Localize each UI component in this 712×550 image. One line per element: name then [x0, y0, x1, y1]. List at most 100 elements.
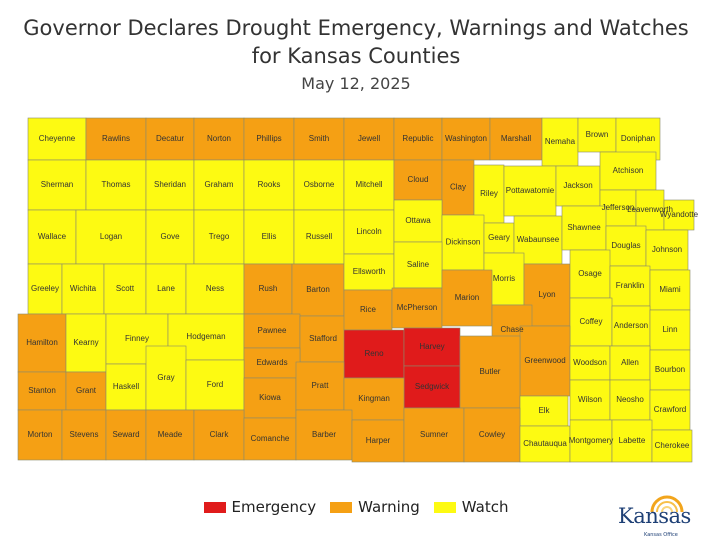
county-douglas — [605, 225, 647, 267]
county-dickinson — [441, 214, 485, 271]
county-label-nemaha: Nemaha — [545, 137, 576, 146]
county-label-stanton: Stanton — [28, 386, 56, 395]
county-marion — [441, 269, 493, 327]
county-label-wichita: Wichita — [70, 284, 97, 293]
county-label-brown: Brown — [586, 130, 609, 139]
county-label-harvey: Harvey — [419, 342, 444, 351]
kansas-logo: Kansas Kansas Office — [618, 494, 698, 540]
county-label-harper: Harper — [366, 436, 391, 445]
county-label-logan: Logan — [100, 232, 122, 241]
county-label-cloud: Cloud — [408, 175, 429, 184]
county-decatur — [145, 117, 195, 161]
county-label-wallace: Wallace — [38, 232, 67, 241]
legend-item-watch: Watch — [433, 498, 509, 516]
county-trego — [193, 209, 245, 265]
county-label-sheridan: Sheridan — [154, 180, 186, 189]
county-marshall — [489, 117, 543, 161]
county-label-kiowa: Kiowa — [259, 393, 281, 402]
logo-subtitle: Kansas Office — [644, 532, 678, 538]
county-logan — [75, 209, 147, 265]
county-label-ellis: Ellis — [262, 232, 277, 241]
county-label-doniphan: Doniphan — [621, 134, 655, 143]
county-label-sherman: Sherman — [41, 180, 73, 189]
county-label-lincoln: Lincoln — [356, 227, 381, 236]
county-label-morris: Morris — [493, 274, 515, 283]
county-norton — [193, 117, 245, 161]
county-comanche — [243, 417, 297, 461]
county-label-greeley: Greeley — [31, 284, 59, 293]
county-osborne — [293, 159, 345, 211]
county-label-rice: Rice — [360, 305, 377, 314]
county-johnson — [645, 229, 689, 271]
county-label-franklin: Franklin — [616, 281, 644, 290]
county-harper — [351, 419, 405, 463]
county-wyandotte — [663, 199, 695, 231]
county-label-woodson: Woodson — [573, 358, 607, 367]
county-miami — [649, 269, 691, 311]
county-label-chautauqua: Chautauqua — [523, 439, 567, 448]
legend-label-watch: Watch — [461, 498, 509, 516]
county-label-greenwood: Greenwood — [524, 356, 565, 365]
county-label-russell: Russell — [306, 232, 332, 241]
county-cloud — [393, 159, 443, 201]
county-label-osborne: Osborne — [304, 180, 335, 189]
county-bourbon — [649, 349, 691, 391]
legend-swatch-emergency — [203, 501, 226, 513]
county-label-barber: Barber — [312, 430, 336, 439]
county-label-morton: Morton — [28, 430, 53, 439]
county-wallace — [27, 209, 77, 265]
county-label-decatur: Decatur — [156, 134, 184, 143]
county-label-riley: Riley — [480, 189, 498, 198]
map-title-line1: Governor Declares Drought Emergency, War… — [23, 16, 689, 40]
county-scott — [103, 263, 147, 315]
county-label-reno: Reno — [364, 349, 384, 358]
county-label-seward: Seward — [112, 430, 139, 439]
county-label-ottawa: Ottawa — [405, 216, 431, 225]
county-label-rush: Rush — [259, 284, 278, 293]
county-jackson — [555, 165, 601, 207]
county-label-butler: Butler — [480, 367, 501, 376]
county-leavenworth — [635, 189, 665, 231]
county-label-rawlins: Rawlins — [102, 134, 130, 143]
county-elk — [519, 395, 569, 427]
county-label-montgomery: Montgomery — [569, 436, 613, 445]
county-wichita — [61, 263, 105, 315]
county-label-miami: Miami — [659, 285, 681, 294]
county-label-bourbon: Bourbon — [655, 365, 685, 374]
county-atchison — [599, 151, 657, 191]
county-lincoln — [343, 209, 395, 255]
county-label-washington: Washington — [445, 134, 487, 143]
county-edwards — [243, 347, 301, 379]
county-label-scott: Scott — [116, 284, 135, 293]
county-label-edwards: Edwards — [256, 358, 287, 367]
county-label-grant: Grant — [76, 386, 97, 395]
county-sedgwick — [403, 365, 461, 409]
county-rawlins — [85, 117, 147, 161]
county-cherokee — [651, 429, 693, 463]
legend-label-emergency: Emergency — [231, 498, 317, 516]
county-label-marion: Marion — [455, 293, 479, 302]
legend-item-warning: Warning — [330, 498, 420, 516]
county-label-norton: Norton — [207, 134, 231, 143]
county-label-osage: Osage — [578, 269, 602, 278]
county-label-trego: Trego — [209, 232, 230, 241]
county-label-ness: Ness — [206, 284, 224, 293]
county-label-marshall: Marshall — [501, 134, 531, 143]
county-label-leavenworth: Leavenworth — [627, 205, 673, 214]
county-label-allen: Allen — [621, 358, 639, 367]
county-label-neosho: Neosho — [616, 395, 644, 404]
county-label-jewell: Jewell — [358, 134, 380, 143]
county-neosho — [609, 379, 651, 421]
county-anderson — [611, 305, 651, 347]
county-label-cheyenne: Cheyenne — [39, 134, 76, 143]
county-label-barton: Barton — [306, 285, 330, 294]
county-kiowa — [243, 377, 297, 419]
county-geary — [483, 222, 515, 254]
county-label-mitchell: Mitchell — [355, 180, 382, 189]
county-ottawa — [393, 199, 443, 243]
county-saline — [393, 241, 443, 289]
county-label-smith: Smith — [309, 134, 329, 143]
county-ford — [185, 359, 245, 411]
county-linn — [649, 309, 691, 351]
